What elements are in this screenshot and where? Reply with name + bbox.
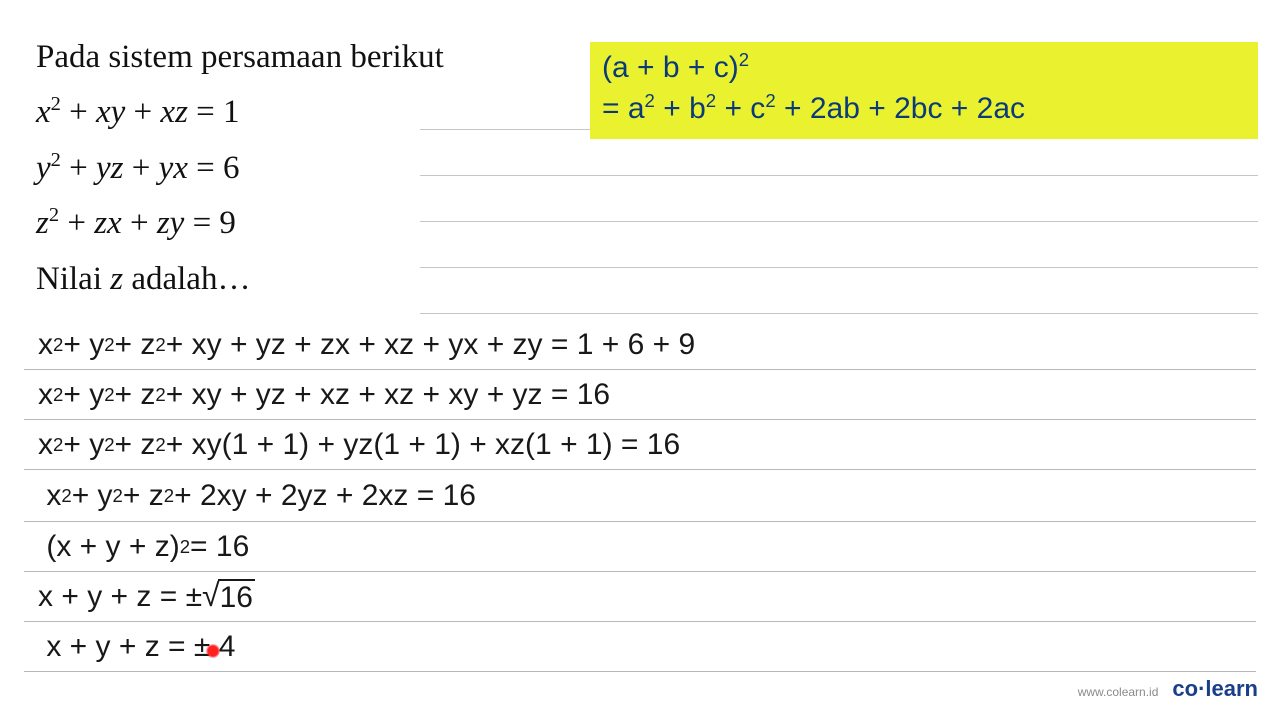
work-step-1: x2 + y2 + z2 + xy + yz + zx + xz + yx + … (24, 320, 1256, 370)
work-step-5: (x + y + z)2 = 16 (24, 522, 1256, 572)
footer-url: www.colearn.id (1078, 685, 1159, 699)
formula-line-2: = a2 + b2 + c2 + 2ab + 2bc + 2ac (602, 89, 1246, 130)
work-step-3: x2 + y2 + z2 + xy(1 + 1) + yz(1 + 1) + x… (24, 420, 1256, 470)
problem-statement: Pada sistem persamaan berikut x2 + xy + … (36, 30, 576, 307)
work-step-4: x2 + y2 + z2 + 2xy + 2yz + 2xz = 16 (24, 470, 1256, 522)
work-step-6: x + y + z = ± √ 16 (24, 572, 1256, 622)
formula-line-1: (a + b + c)2 (602, 48, 1246, 89)
footer: www.colearn.id co·learn (1078, 676, 1258, 702)
footer-logo: co·learn (1172, 676, 1258, 702)
radicand: 16 (218, 579, 255, 614)
work-step-2: x2 + y2 + z2 + xy + yz + xz + xz + xy + … (24, 370, 1256, 420)
logo-co: co (1172, 676, 1198, 701)
equation-1: x2 + xy + xz = 1 (36, 85, 576, 140)
formula-highlight-box: (a + b + c)2 = a2 + b2 + c2 + 2ab + 2bc … (590, 42, 1258, 139)
problem-question: Nilai z adalah… (36, 252, 576, 307)
equation-3: z2 + zx + zy = 9 (36, 196, 576, 251)
problem-intro: Pada sistem persamaan berikut (36, 30, 576, 85)
laser-pointer-icon (206, 644, 220, 658)
equation-2: y2 + yz + yx = 6 (36, 141, 576, 196)
sqrt-expression: √ 16 (202, 579, 255, 614)
logo-learn: learn (1205, 676, 1258, 701)
work-area: x2 + y2 + z2 + xy + yz + zx + xz + yx + … (24, 320, 1256, 672)
step6-prefix: x + y + z = ± (38, 580, 202, 614)
